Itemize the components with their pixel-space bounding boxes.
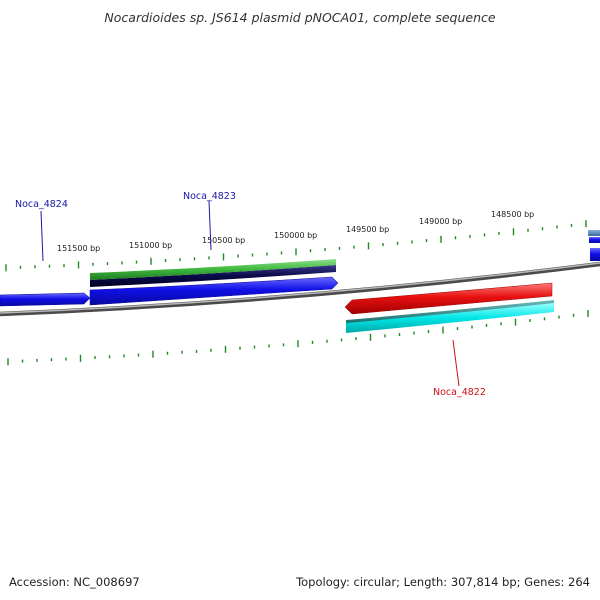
feature-band-navy[interactable] [90, 265, 336, 287]
feature-right-blue-2[interactable] [590, 248, 600, 261]
feature-band-cyan[interactable] [346, 303, 554, 333]
tick-label: 150000 bp [274, 231, 317, 240]
upper-tick-track [5, 220, 587, 272]
accession-text: Accession: NC_008697 [9, 575, 140, 589]
topology-info-text: Topology: circular; Length: 307,814 bp; … [295, 575, 590, 589]
tick-label: 151000 bp [129, 241, 172, 250]
gene-label-noca-4822[interactable]: Noca_4822 [433, 387, 486, 398]
gene-noca-4823[interactable] [89, 276, 339, 306]
genome-backbone [0, 261, 600, 317]
tick-label: 148500 bp [491, 210, 534, 219]
gene-label-noca-4824[interactable]: Noca_4824 [15, 199, 68, 210]
leader-line-noca-4822 [452, 339, 460, 387]
lower-tick-track [7, 310, 589, 366]
gene-labels: Noca_4824 Noca_4823 Noca_4822 [15, 191, 486, 398]
gene-noca-4822[interactable] [344, 282, 553, 315]
gene-label-noca-4823[interactable]: Noca_4823 [183, 191, 236, 202]
tick-label: 149500 bp [346, 225, 389, 234]
leader-line-noca-4823 [208, 200, 212, 251]
gene-noca-4824[interactable] [0, 292, 91, 307]
feature-right-steel[interactable] [588, 230, 600, 236]
tick-label: 150500 bp [202, 236, 245, 245]
reverse-strand-genes [344, 282, 554, 333]
forward-strand-genes [0, 230, 600, 307]
map-title: Nocardioides sp. JS614 plasmid pNOCA01, … [104, 10, 495, 25]
feature-band-green[interactable] [90, 259, 336, 280]
leader-line-noca-4824 [40, 210, 44, 262]
tick-labels: 151500 bp 151000 bp 150500 bp 150000 bp … [57, 210, 534, 253]
feature-band-teal[interactable] [346, 300, 554, 324]
tick-label: 149000 bp [419, 217, 462, 226]
tick-label: 151500 bp [57, 244, 100, 253]
feature-right-blue-1[interactable] [589, 237, 600, 243]
